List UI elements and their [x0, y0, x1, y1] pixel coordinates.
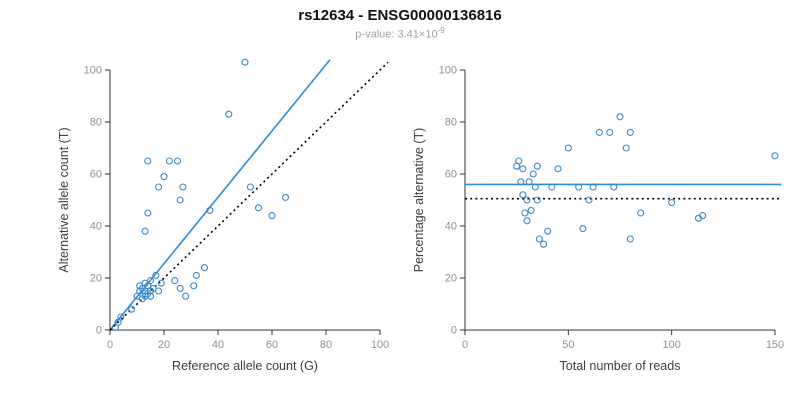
data-point — [128, 305, 136, 313]
data-point — [206, 206, 214, 214]
data-point — [246, 183, 254, 191]
data-point — [523, 217, 531, 225]
identity-line — [109, 61, 389, 331]
pvalue-exponent: -9 — [437, 26, 445, 35]
y-tick-label: 100 — [439, 65, 457, 77]
x-axis-label: Reference allele count (G) — [172, 359, 318, 373]
data-point — [548, 183, 556, 191]
data-point — [554, 165, 562, 173]
data-point — [519, 191, 527, 199]
data-point — [533, 162, 541, 170]
data-point — [152, 271, 160, 279]
data-point — [622, 144, 630, 152]
data-point — [157, 279, 165, 287]
x-tick-label: 80 — [320, 339, 332, 351]
data-point — [160, 173, 168, 181]
data-point — [531, 183, 539, 191]
data-point — [179, 183, 187, 191]
data-point — [165, 157, 173, 165]
data-point — [519, 165, 527, 173]
data-point — [610, 183, 618, 191]
x-tick-label: 0 — [107, 339, 113, 351]
data-point — [539, 240, 548, 248]
data-point — [171, 277, 179, 285]
right-scatter-panel: 0 50 100 150 0 20 40 60 80 100 Total number of rea… — [412, 65, 784, 374]
x-tick-label: 40 — [212, 339, 224, 351]
x-tick-label: 0 — [462, 339, 468, 351]
y-tick-label: 80 — [445, 117, 457, 129]
data-point — [515, 157, 523, 165]
x-axis-label: Total number of reads — [560, 359, 681, 373]
data-point — [585, 196, 593, 204]
y-tick-label: 40 — [445, 221, 457, 233]
left-scatter-panel: 0 20 40 60 80 100 0 20 40 60 80 100 Reference allele… — [57, 58, 389, 373]
x-tick-label: 20 — [158, 339, 170, 351]
data-point — [117, 313, 125, 321]
data-point — [144, 209, 152, 217]
data-point — [699, 212, 707, 220]
fit-line — [109, 59, 331, 331]
figure-title: rs12634 - ENSG00000136816 — [298, 7, 502, 24]
data-point — [579, 225, 587, 233]
data-point — [182, 292, 190, 300]
y-tick-label: 100 — [84, 65, 102, 77]
y-tick-label: 40 — [90, 221, 102, 233]
data-point — [595, 128, 603, 136]
data-point — [564, 144, 572, 152]
data-point — [146, 292, 155, 300]
data-point — [616, 113, 624, 121]
y-tick-label: 0 — [451, 325, 457, 337]
y-tick-label: 60 — [445, 169, 457, 181]
data-point — [155, 183, 163, 191]
y-tick-label: 20 — [90, 273, 102, 285]
data-point — [637, 209, 645, 217]
data-point — [146, 277, 155, 285]
data-point — [525, 178, 533, 186]
data-point — [176, 284, 184, 292]
data-point — [155, 287, 163, 295]
x-tick-label: 100 — [371, 339, 389, 351]
data-point — [141, 227, 149, 235]
data-point — [626, 128, 634, 136]
data-point — [268, 212, 276, 220]
figure-subtitle: p-value: 3.41×10-9 — [0, 26, 800, 41]
data-point — [192, 271, 200, 279]
y-tick-label: 0 — [96, 325, 102, 337]
data-point — [533, 196, 541, 204]
data-point — [190, 282, 198, 290]
pvalue-text: p-value: 3.41×10 — [355, 28, 438, 41]
data-point — [771, 152, 779, 160]
data-point — [668, 199, 676, 207]
data-point — [529, 170, 537, 178]
data-point — [200, 264, 209, 272]
data-point — [281, 193, 290, 201]
data-point — [173, 157, 182, 165]
data-point — [254, 204, 263, 212]
x-tick-label: 60 — [266, 339, 278, 351]
y-tick-label: 80 — [90, 117, 102, 129]
data-point — [176, 196, 184, 204]
data-point — [225, 110, 233, 118]
data-point — [521, 209, 529, 217]
data-point — [144, 157, 152, 165]
data-point — [606, 128, 614, 136]
y-tick-label: 20 — [445, 273, 457, 285]
x-tick-label: 50 — [562, 339, 574, 351]
data-point — [589, 183, 597, 191]
data-point — [517, 178, 525, 186]
x-tick-label: 100 — [662, 339, 680, 351]
data-point — [626, 235, 634, 243]
data-point — [527, 206, 535, 214]
data-point — [544, 227, 552, 235]
x-tick-label: 150 — [766, 339, 784, 351]
y-axis-label: Alternative allele count (T) — [57, 127, 71, 272]
data-point — [535, 235, 543, 243]
data-point — [575, 183, 583, 191]
y-axis-label: Percentage alternative (T) — [412, 128, 426, 273]
data-point — [241, 58, 249, 66]
data-point — [523, 196, 531, 204]
y-tick-label: 60 — [90, 169, 102, 181]
